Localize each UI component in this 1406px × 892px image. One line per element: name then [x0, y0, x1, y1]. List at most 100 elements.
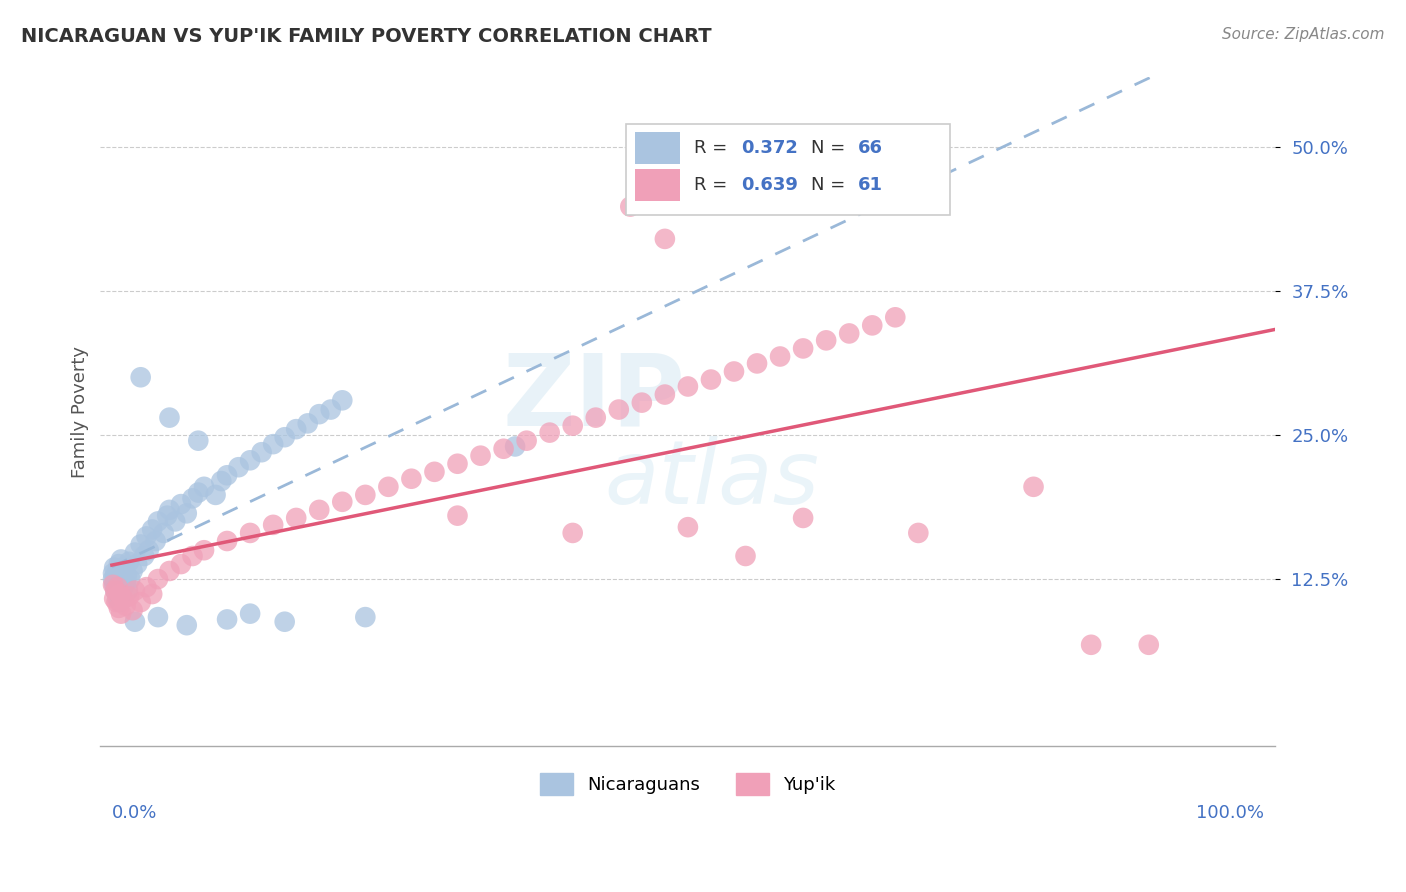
Point: [354, 488, 377, 502]
Point: [700, 373, 723, 387]
Point: [101, 578, 124, 592]
Y-axis label: Family Poverty: Family Poverty: [72, 346, 89, 478]
Point: [860, 318, 883, 333]
Point: [114, 575, 136, 590]
Point: [193, 543, 215, 558]
Point: [401, 472, 423, 486]
Point: [117, 583, 139, 598]
Point: [181, 549, 204, 563]
Point: [104, 583, 127, 598]
Point: [239, 525, 262, 540]
Point: [105, 580, 128, 594]
Point: [156, 508, 179, 523]
Point: [308, 503, 330, 517]
Point: [176, 618, 198, 632]
Point: [630, 395, 652, 409]
Point: [1137, 638, 1160, 652]
Point: [285, 511, 308, 525]
Point: [503, 440, 526, 454]
Point: [723, 364, 745, 378]
Point: [262, 437, 284, 451]
Legend: Nicaraguans, Yup'ik: Nicaraguans, Yup'ik: [531, 764, 845, 804]
Text: N =: N =: [811, 176, 851, 194]
Point: [792, 511, 814, 525]
Point: [159, 410, 181, 425]
Point: [129, 595, 152, 609]
Point: [110, 590, 132, 604]
Point: [108, 587, 131, 601]
Point: [127, 557, 149, 571]
Point: [170, 497, 193, 511]
Text: NICARAGUAN VS YUP'IK FAMILY POVERTY CORRELATION CHART: NICARAGUAN VS YUP'IK FAMILY POVERTY CORR…: [21, 27, 711, 45]
Point: [585, 410, 607, 425]
Bar: [636, 132, 679, 164]
Point: [124, 583, 146, 598]
Point: [107, 564, 129, 578]
Text: R =: R =: [693, 139, 733, 157]
Point: [734, 549, 756, 563]
Text: ZIP: ZIP: [502, 350, 685, 447]
Point: [165, 515, 187, 529]
Point: [110, 607, 132, 621]
Point: [104, 568, 127, 582]
Point: [135, 580, 157, 594]
Point: [170, 557, 193, 571]
Point: [319, 402, 342, 417]
Text: 66: 66: [858, 139, 883, 157]
Point: [538, 425, 561, 440]
Point: [146, 572, 169, 586]
Point: [354, 610, 377, 624]
Point: [176, 506, 198, 520]
Point: [1080, 638, 1102, 652]
Point: [115, 568, 138, 582]
Point: [141, 523, 163, 537]
Point: [815, 334, 838, 348]
Text: atlas: atlas: [605, 435, 818, 522]
Point: [141, 587, 163, 601]
Point: [676, 379, 699, 393]
Point: [124, 545, 146, 559]
Point: [654, 387, 676, 401]
Point: [124, 615, 146, 629]
Point: [470, 449, 492, 463]
Point: [107, 580, 129, 594]
Point: [446, 508, 468, 523]
Point: [1022, 480, 1045, 494]
Point: [209, 474, 232, 488]
Point: [120, 572, 142, 586]
Bar: [636, 169, 679, 202]
Point: [239, 453, 262, 467]
Point: [262, 517, 284, 532]
FancyBboxPatch shape: [626, 124, 950, 215]
Text: R =: R =: [693, 176, 733, 194]
Text: N =: N =: [811, 139, 851, 157]
Point: [118, 590, 141, 604]
Text: 100.0%: 100.0%: [1197, 804, 1264, 822]
Point: [273, 615, 295, 629]
Point: [561, 525, 583, 540]
Point: [492, 442, 515, 456]
Text: Source: ZipAtlas.com: Source: ZipAtlas.com: [1222, 27, 1385, 42]
Text: 0.0%: 0.0%: [112, 804, 157, 822]
Point: [308, 407, 330, 421]
Point: [110, 552, 132, 566]
Point: [297, 417, 319, 431]
Point: [838, 326, 860, 341]
Point: [114, 599, 136, 613]
Point: [792, 342, 814, 356]
Point: [105, 595, 128, 609]
Point: [159, 503, 181, 517]
Point: [769, 350, 792, 364]
Point: [103, 560, 125, 574]
Point: [239, 607, 262, 621]
Point: [121, 603, 143, 617]
Point: [159, 564, 181, 578]
Point: [676, 520, 699, 534]
Point: [112, 591, 135, 606]
Point: [217, 612, 239, 626]
Point: [138, 543, 160, 558]
Point: [377, 480, 399, 494]
Point: [146, 610, 169, 624]
Point: [152, 525, 174, 540]
Point: [884, 310, 907, 325]
